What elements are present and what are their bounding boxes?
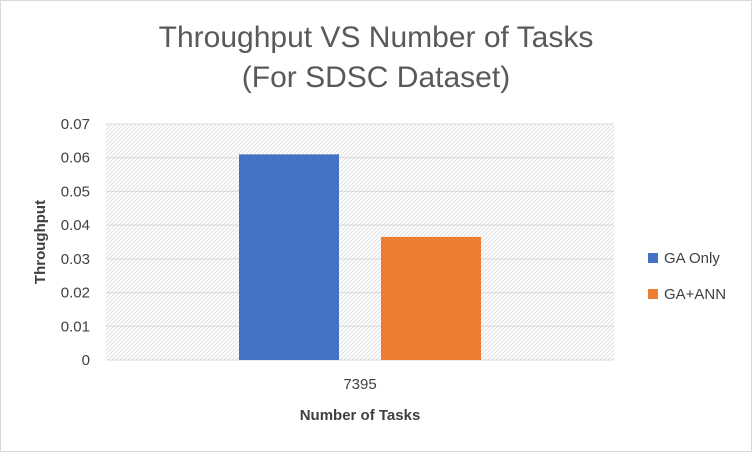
bar-ga-only	[239, 154, 339, 360]
plot-area	[106, 124, 614, 360]
chart-title-line2: (For SDSC Dataset)	[241, 61, 511, 94]
legend-label: GA Only	[664, 250, 720, 267]
chart-title-line1: Throughput VS Number of Tasks	[158, 21, 594, 54]
y-axis-title: Throughput	[32, 200, 49, 284]
x-tick-label: 7395	[343, 376, 376, 393]
x-axis-title: Number of Tasks	[300, 407, 421, 424]
y-tick-label: 0	[82, 352, 90, 369]
y-axis-ticks: 0 0.01 0.02 0.03 0.04 0.05 0.06 0.07	[61, 116, 90, 369]
gridlines	[106, 123, 614, 361]
legend-swatch	[648, 253, 658, 263]
legend: GA Only GA+ANN	[648, 250, 726, 303]
y-tick-label: 0.05	[61, 183, 90, 200]
y-tick-label: 0.03	[61, 251, 90, 268]
legend-label: GA+ANN	[664, 286, 726, 303]
y-tick-label: 0.01	[61, 318, 90, 335]
x-axis-ticks: 7395	[343, 376, 376, 393]
y-tick-label: 0.06	[61, 150, 90, 167]
y-tick-label: 0.04	[61, 217, 90, 234]
bars	[239, 154, 481, 360]
bar-ga-ann	[381, 236, 481, 360]
y-tick-label: 0.07	[61, 116, 90, 133]
legend-swatch	[648, 289, 658, 299]
y-tick-label: 0.02	[61, 285, 90, 302]
